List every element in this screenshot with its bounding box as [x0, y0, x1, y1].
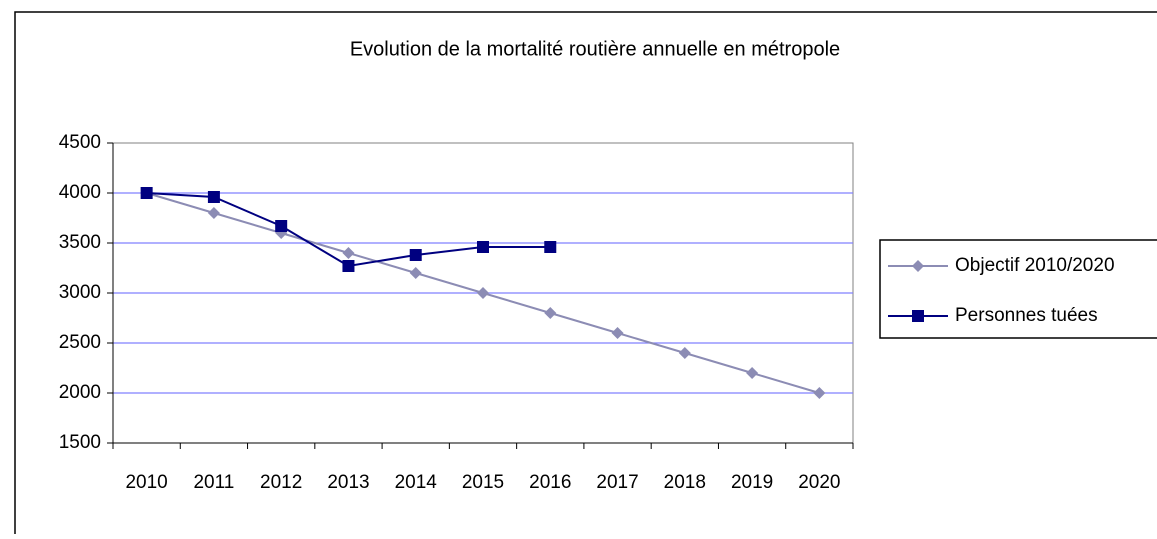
series-marker	[544, 307, 557, 319]
series-marker	[140, 187, 153, 199]
y-tick-label: 1500	[59, 432, 101, 453]
series-marker	[746, 367, 759, 379]
x-tick-label: 2017	[596, 472, 638, 493]
legend-marker	[912, 310, 924, 322]
x-tick-label: 2010	[125, 472, 167, 493]
x-tick-label: 2015	[462, 472, 504, 493]
x-tick-label: 2011	[193, 472, 234, 493]
y-tick-label: 2000	[59, 382, 101, 403]
series-marker	[409, 267, 422, 279]
series-marker	[207, 191, 220, 203]
series-marker	[342, 247, 355, 259]
series-marker	[611, 327, 624, 339]
x-tick-label: 2019	[731, 472, 773, 493]
y-tick-label: 4500	[59, 132, 101, 153]
y-tick-label: 3000	[59, 282, 101, 303]
series-marker	[477, 287, 489, 299]
series-marker	[813, 387, 826, 399]
series-marker	[409, 249, 422, 261]
x-tick-label: 2013	[327, 472, 369, 493]
legend-marker	[912, 260, 924, 272]
x-tick-label: 2012	[260, 472, 302, 493]
series-marker	[207, 207, 220, 219]
x-tick-label: 2020	[798, 472, 840, 493]
y-tick-label: 2500	[59, 332, 101, 353]
y-tick-label: 3500	[59, 232, 101, 253]
x-tick-label: 2014	[395, 472, 438, 493]
x-tick-label: 2016	[529, 472, 571, 493]
series-marker	[544, 241, 557, 253]
chart-title: Evolution de la mortalité routière annue…	[350, 38, 840, 60]
legend-label: Objectif 2010/2020	[955, 255, 1115, 276]
y-tick-label: 4000	[59, 182, 101, 203]
series-marker	[477, 241, 489, 253]
series-marker	[342, 260, 355, 272]
series-marker	[678, 347, 691, 359]
legend-label: Personnes tuées	[955, 305, 1098, 326]
x-tick-label: 2018	[664, 472, 706, 493]
legend-box	[879, 239, 1157, 339]
series-marker	[275, 220, 288, 232]
